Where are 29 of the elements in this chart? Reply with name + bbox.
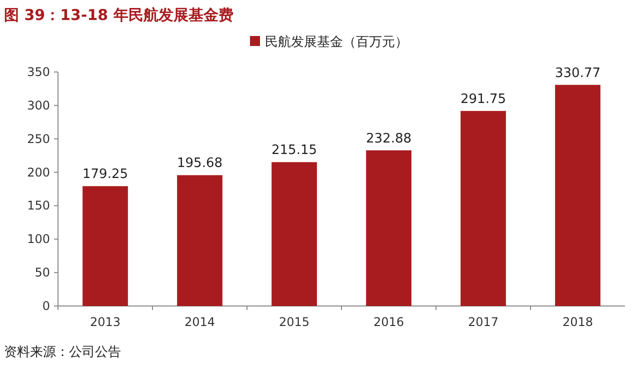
bar	[366, 150, 412, 306]
data-label: 232.88	[366, 131, 412, 146]
data-label: 330.77	[555, 66, 600, 81]
x-tick-label: 2014	[184, 315, 216, 329]
data-label: 291.75	[460, 92, 506, 107]
text: 资料来源：公司公告	[4, 345, 121, 360]
y-tick-label: 200	[27, 165, 50, 180]
data-label: 215.15	[272, 143, 317, 158]
y-tick-label: 150	[27, 198, 50, 213]
bar	[272, 162, 317, 306]
bar	[555, 84, 600, 306]
x-tick-label: 2015	[278, 315, 310, 329]
y-tick-label: 100	[27, 232, 50, 246]
legend-label: 民航发展基金（百万元）	[265, 35, 408, 50]
y-tick-label: 350	[27, 65, 50, 79]
y-tick-label: 250	[27, 132, 50, 146]
bar	[460, 110, 506, 306]
y-tick-label: 50	[34, 266, 50, 280]
data-label: 195.68	[177, 156, 222, 172]
x-tick-label: 2018	[562, 315, 594, 329]
data-label: 179.25	[82, 167, 128, 182]
y-tick-label: 300	[27, 98, 50, 112]
x-tick-label: 2017	[468, 315, 499, 329]
chart-title: 图 39：13-18 年民航发展基金费	[4, 6, 234, 24]
bar	[82, 186, 128, 306]
bar	[177, 175, 222, 306]
y-tick-label: 0	[42, 299, 50, 313]
x-tick-label: 2013	[90, 315, 121, 329]
x-tick-label: 2016	[373, 315, 404, 329]
